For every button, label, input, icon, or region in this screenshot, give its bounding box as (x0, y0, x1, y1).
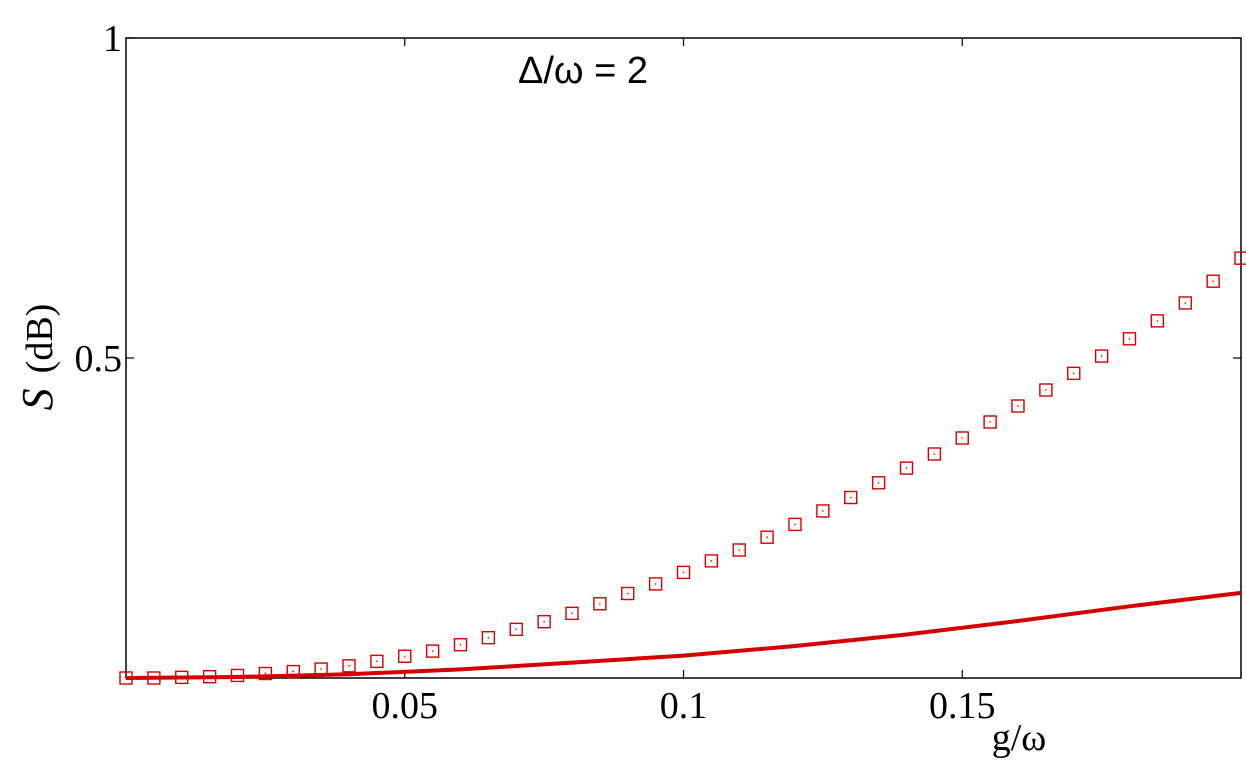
data-point-center (933, 453, 936, 455)
data-point-center (1045, 389, 1047, 391)
data-point-center (822, 510, 824, 512)
data-point-center (348, 665, 350, 667)
data-point-marker (899, 461, 914, 475)
data-point-center (1240, 257, 1242, 259)
data-point-center (738, 549, 741, 551)
data-point-marker (314, 662, 328, 676)
data-point-marker (788, 517, 802, 532)
x-tick-label: 0.15 (929, 685, 996, 727)
y-axis-label: S (dB) (13, 304, 62, 411)
data-point-center (877, 482, 880, 484)
data-point-center (292, 670, 295, 673)
data-point-marker (258, 666, 273, 681)
data-point-marker (425, 644, 440, 658)
data-point-marker (1150, 314, 1165, 328)
data-point-marker (537, 614, 551, 629)
data-point-marker (1122, 332, 1137, 346)
x-axis-label: g/ω (992, 717, 1047, 759)
ticks (126, 37, 1241, 678)
data-point-center (1212, 280, 1214, 283)
data-point-marker (1234, 251, 1246, 265)
data-point-center (794, 523, 796, 526)
data-point-marker (676, 565, 691, 580)
data-point-center (1156, 320, 1159, 322)
data-point-marker (1011, 399, 1025, 413)
data-point-marker (202, 670, 217, 684)
data-point-center (1184, 302, 1187, 304)
data-point-marker (844, 490, 858, 505)
data-point-center (1072, 372, 1075, 375)
data-point-marker (398, 649, 412, 663)
data-point-marker (732, 543, 746, 557)
data-point-marker (1094, 349, 1109, 363)
data-point-center (989, 421, 991, 423)
data-point-center (236, 674, 239, 677)
series-line (125, 590, 1242, 680)
x-tick-label: 0.05 (372, 685, 439, 727)
data-point-marker (481, 630, 496, 645)
data-point-center (710, 560, 713, 562)
data-point-center (571, 612, 573, 615)
data-point-center (1128, 338, 1131, 340)
data-point-center (125, 677, 127, 679)
data-point-marker (509, 622, 523, 637)
data-point-marker (593, 597, 607, 611)
data-point-center (905, 467, 908, 469)
data-point-marker (230, 668, 245, 683)
data-point-marker (370, 654, 384, 669)
chart-annotation: Δ/ω = 2 (518, 50, 648, 92)
data-point-center (682, 571, 685, 574)
plot-area-frame (125, 37, 1242, 679)
data-point-center (599, 602, 601, 605)
data-point-marker (648, 577, 663, 591)
y-tick-label: 0.5 (75, 338, 123, 380)
data-point-center (654, 583, 657, 585)
data-point-center (431, 650, 434, 652)
data-point-center (487, 636, 490, 639)
data-point-marker (621, 586, 635, 601)
data-point-marker (286, 664, 300, 679)
data-point-center (459, 643, 462, 646)
y-axis-label-symbol: S (13, 388, 62, 410)
data-point-center (1100, 355, 1103, 357)
data-point-marker (927, 447, 942, 461)
data-point-marker (1039, 383, 1053, 397)
data-point-center (264, 672, 267, 675)
data-point-marker (453, 638, 468, 652)
data-point-marker (147, 671, 161, 685)
svg-text:S (dB): S (dB) (13, 304, 62, 411)
data-point-center (208, 675, 211, 678)
data-point-center (961, 437, 964, 439)
data-point-center (376, 660, 378, 663)
y-axis-label-units: (dB) (19, 304, 61, 374)
data-point-marker (1178, 296, 1192, 310)
data-point-center (153, 677, 155, 679)
data-point-marker (565, 606, 579, 621)
data-point-marker (1206, 274, 1220, 288)
data-point-center (626, 592, 629, 595)
data-point-center (1017, 405, 1019, 407)
data-point-marker (955, 431, 969, 445)
data-point-center (320, 668, 322, 670)
data-point-marker (704, 554, 719, 568)
data-point-marker (983, 415, 997, 429)
tick-labels: 0.05 0.1 0.15 0.5 1 (75, 18, 996, 727)
data-point-marker (760, 530, 774, 544)
data-point-marker (1067, 366, 1081, 381)
data-point-center (180, 676, 183, 679)
y-tick-label: 1 (103, 18, 122, 60)
data-point-marker (175, 670, 189, 685)
data-point-marker (119, 671, 133, 685)
data-point-center (543, 620, 545, 623)
x-tick-label: 0.1 (660, 685, 708, 727)
data-point-marker (342, 659, 356, 673)
data-point-marker (816, 504, 830, 518)
series (119, 251, 1246, 685)
data-point-center (849, 496, 852, 499)
data-point-center (766, 536, 768, 538)
data-point-center (515, 628, 518, 631)
data-point-marker (871, 476, 886, 490)
data-point-center (403, 655, 406, 658)
